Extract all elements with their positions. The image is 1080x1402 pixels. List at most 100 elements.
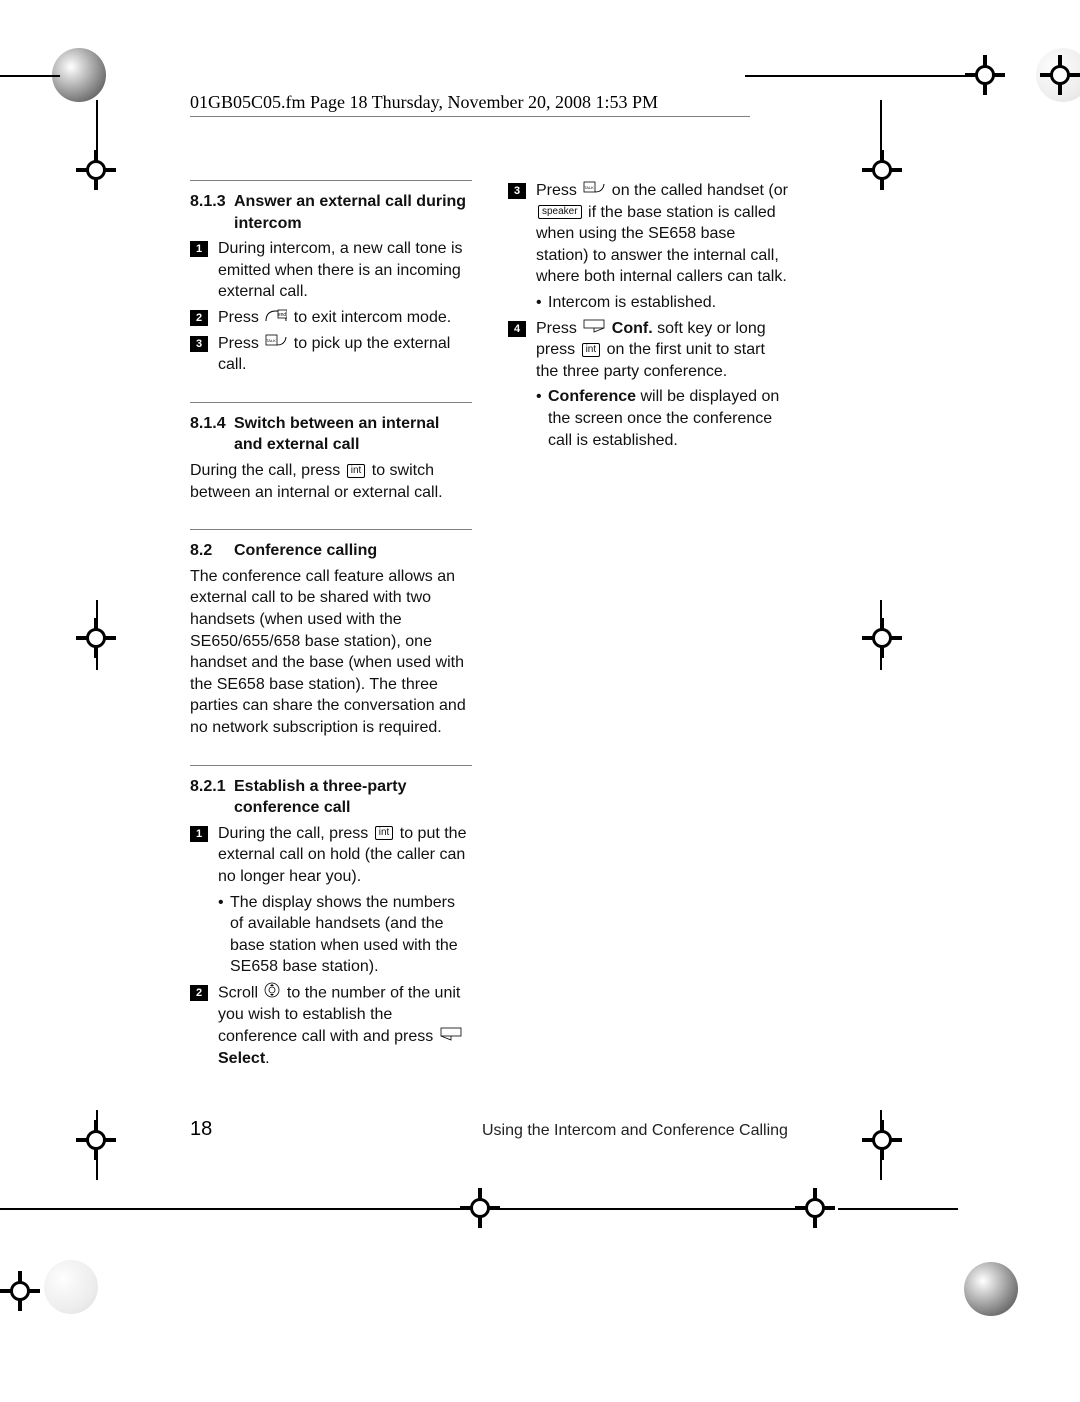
registration-cross-icon bbox=[795, 1188, 835, 1228]
right-softkey-icon bbox=[583, 318, 605, 340]
running-head-rule bbox=[190, 116, 750, 117]
step-text: Press TALK to pick up the external call. bbox=[218, 333, 472, 376]
text-part: Press bbox=[536, 320, 581, 337]
registration-cross-icon bbox=[862, 618, 902, 658]
step-text: Press TALK on the called handset (or spe… bbox=[536, 180, 790, 288]
heading-title: Establish a three-party conference call bbox=[234, 776, 472, 819]
section-rule bbox=[190, 180, 472, 181]
speaker-key-icon: speaker bbox=[538, 205, 582, 219]
step-badge: 4 bbox=[508, 321, 526, 337]
left-column: 8.1.3 Answer an external call during int… bbox=[190, 180, 472, 1073]
step-badge: 2 bbox=[190, 985, 208, 1001]
text-part: Press bbox=[218, 335, 263, 352]
text-part: to exit intercom mode. bbox=[294, 309, 451, 326]
bullet-dot-icon: • bbox=[536, 292, 548, 314]
page-content: 8.1.3 Answer an external call during int… bbox=[190, 180, 790, 1073]
step-badge: 3 bbox=[508, 183, 526, 199]
bullet-item: • Conference will be displayed on the sc… bbox=[536, 386, 790, 451]
step-text: Scroll to the number of the unit you wis… bbox=[218, 982, 472, 1069]
conference-label: Conference bbox=[548, 388, 636, 405]
right-column: 3 Press TALK on the called handset (or s… bbox=[508, 180, 790, 1073]
talk-key-icon: TALK bbox=[583, 180, 605, 202]
crop-rule bbox=[0, 1208, 460, 1210]
step-text: During intercom, a new call tone is emit… bbox=[218, 238, 472, 303]
step-2: 2 Press end to exit intercom mode. bbox=[190, 307, 472, 329]
registration-cross-icon bbox=[76, 618, 116, 658]
step-1: 1 During the call, press int to put the … bbox=[190, 823, 472, 888]
heading-8-2: 8.2 Conference calling bbox=[190, 540, 472, 562]
heading-number: 8.2 bbox=[190, 540, 234, 562]
step-badge: 2 bbox=[190, 310, 208, 326]
section-rule bbox=[190, 402, 472, 403]
text-part: . bbox=[265, 1050, 269, 1067]
crop-rule bbox=[0, 75, 60, 77]
bullet-text: The display shows the numbers of availab… bbox=[230, 892, 472, 978]
heading-title: Conference calling bbox=[234, 540, 472, 562]
talk-key-icon: TALK bbox=[265, 333, 287, 355]
registration-cross-icon bbox=[1040, 55, 1080, 95]
select-label: Select bbox=[218, 1050, 265, 1067]
text-part: During the call, press bbox=[190, 462, 345, 479]
text-part: During the call, press bbox=[218, 825, 373, 842]
registration-cross-icon bbox=[76, 1120, 116, 1160]
crop-rule bbox=[500, 1208, 800, 1210]
registration-sphere-br bbox=[964, 1262, 1018, 1316]
registration-cross-icon bbox=[0, 1271, 40, 1311]
registration-cross-icon bbox=[862, 1120, 902, 1160]
step-badge: 1 bbox=[190, 826, 208, 842]
bullet-dot-icon: • bbox=[536, 386, 548, 451]
step-1: 1 During intercom, a new call tone is em… bbox=[190, 238, 472, 303]
step-badge: 3 bbox=[190, 336, 208, 352]
footer-chapter-title: Using the Intercom and Conference Callin… bbox=[482, 1122, 788, 1140]
step-2: 2 Scroll to the number of the unit you w… bbox=[190, 982, 472, 1069]
heading-8-2-1: 8.2.1 Establish a three-party conference… bbox=[190, 776, 472, 819]
bullet-item: • The display shows the numbers of avail… bbox=[218, 892, 472, 978]
conf-label: Conf. bbox=[612, 320, 653, 337]
heading-8-1-4: 8.1.4 Switch between an internal and ext… bbox=[190, 413, 472, 456]
heading-number: 8.1.4 bbox=[190, 413, 234, 456]
bullet-item: • Intercom is established. bbox=[536, 292, 790, 314]
svg-text:end: end bbox=[278, 312, 287, 318]
bullet-dot-icon: • bbox=[218, 892, 230, 978]
section-rule bbox=[190, 529, 472, 530]
bullet-text: Conference will be displayed on the scre… bbox=[548, 386, 790, 451]
int-key-icon: int bbox=[582, 343, 601, 357]
body-paragraph: The conference call feature allows an ex… bbox=[190, 566, 472, 739]
registration-sphere-tl bbox=[52, 48, 106, 102]
text-part: Scroll bbox=[218, 984, 262, 1001]
scroll-navkey-icon bbox=[264, 982, 280, 1005]
heading-number: 8.1.3 bbox=[190, 191, 234, 234]
heading-title: Answer an external call during intercom bbox=[234, 191, 472, 234]
crop-rule bbox=[745, 75, 975, 77]
heading-title: Switch between an internal and external … bbox=[234, 413, 472, 456]
heading-number: 8.2.1 bbox=[190, 776, 234, 819]
section-rule bbox=[190, 765, 472, 766]
int-key-icon: int bbox=[347, 464, 366, 478]
text-part: on the called handset (or bbox=[612, 182, 788, 199]
svg-text:TALK: TALK bbox=[266, 338, 276, 343]
step-4: 4 Press Conf. soft key or long press int… bbox=[508, 318, 790, 383]
svg-text:TALK: TALK bbox=[584, 185, 594, 190]
end-key-icon: end bbox=[265, 307, 287, 329]
registration-sphere-faded-bl bbox=[44, 1260, 98, 1314]
registration-cross-icon bbox=[862, 150, 902, 190]
registration-cross-icon bbox=[965, 55, 1005, 95]
step-text: During the call, press int to put the ex… bbox=[218, 823, 472, 888]
body-paragraph: During the call, press int to switch bet… bbox=[190, 460, 472, 503]
step-3: 3 Press TALK to pick up the external cal… bbox=[190, 333, 472, 376]
step-text: Press end to exit intercom mode. bbox=[218, 307, 472, 329]
step-text: Press Conf. soft key or long press int o… bbox=[536, 318, 790, 383]
heading-8-1-3: 8.1.3 Answer an external call during int… bbox=[190, 191, 472, 234]
step-3: 3 Press TALK on the called handset (or s… bbox=[508, 180, 790, 288]
page-number: 18 bbox=[190, 1118, 212, 1141]
text-part: Press bbox=[218, 309, 263, 326]
int-key-icon: int bbox=[375, 826, 394, 840]
registration-cross-icon bbox=[460, 1188, 500, 1228]
text-part: Press bbox=[536, 182, 581, 199]
bullet-text: Intercom is established. bbox=[548, 292, 790, 314]
crop-rule bbox=[838, 1208, 958, 1210]
select-softkey-icon bbox=[440, 1026, 462, 1048]
step-badge: 1 bbox=[190, 241, 208, 257]
registration-cross-icon bbox=[76, 150, 116, 190]
running-head: 01GB05C05.fm Page 18 Thursday, November … bbox=[190, 92, 658, 113]
